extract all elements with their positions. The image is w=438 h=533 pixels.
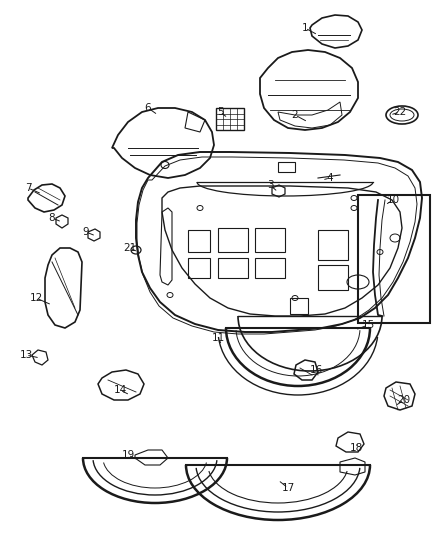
Text: 17: 17 bbox=[281, 483, 295, 493]
Text: 21: 21 bbox=[124, 243, 137, 253]
Text: 11: 11 bbox=[212, 333, 225, 343]
Bar bbox=[216, 108, 244, 130]
Text: 1: 1 bbox=[302, 23, 308, 33]
Text: 9: 9 bbox=[83, 227, 89, 237]
Text: 3: 3 bbox=[267, 180, 273, 190]
Text: 7: 7 bbox=[25, 183, 31, 193]
Text: 10: 10 bbox=[386, 195, 399, 205]
Text: 15: 15 bbox=[361, 320, 374, 330]
Text: 20: 20 bbox=[397, 395, 410, 405]
Text: 2: 2 bbox=[292, 110, 298, 120]
Text: 19: 19 bbox=[121, 450, 134, 460]
Text: 4: 4 bbox=[327, 173, 333, 183]
Text: 14: 14 bbox=[113, 385, 127, 395]
Text: 8: 8 bbox=[49, 213, 55, 223]
Text: 6: 6 bbox=[145, 103, 151, 113]
Text: 12: 12 bbox=[29, 293, 42, 303]
Text: 5: 5 bbox=[217, 107, 223, 117]
Text: 13: 13 bbox=[19, 350, 32, 360]
Text: 18: 18 bbox=[350, 443, 363, 453]
Text: 16: 16 bbox=[309, 365, 323, 375]
Bar bbox=[358, 195, 430, 323]
Text: 22: 22 bbox=[393, 107, 406, 117]
